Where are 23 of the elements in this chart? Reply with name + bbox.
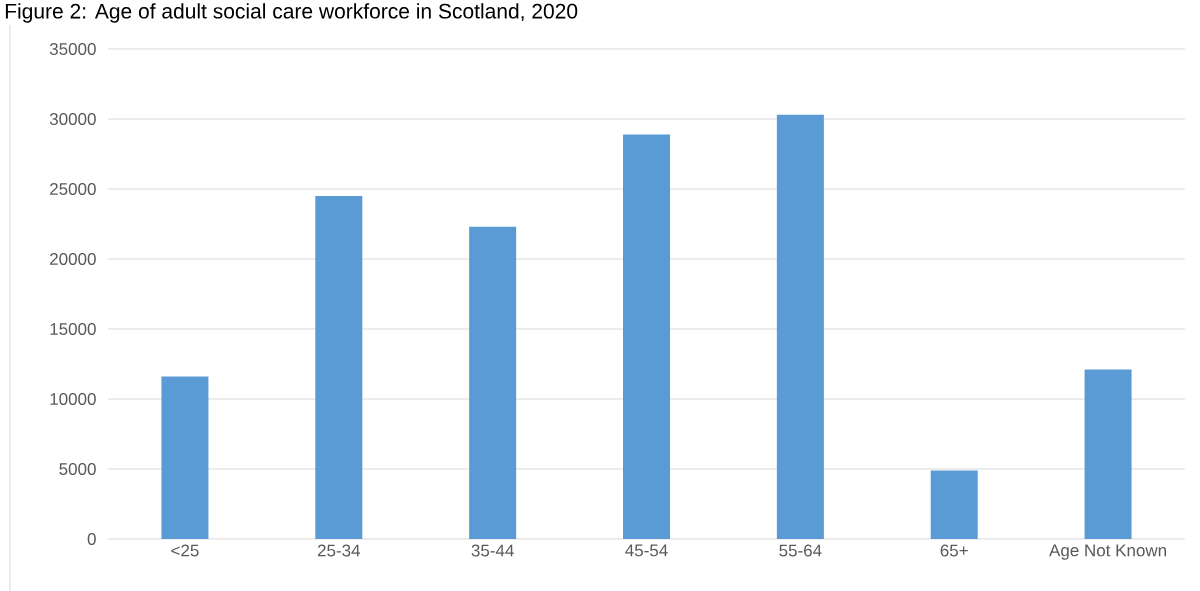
bar: [315, 195, 363, 539]
bar: [1084, 369, 1132, 539]
y-tick-label: 20000: [50, 252, 96, 265]
bar: [776, 114, 824, 539]
x-tick-label: 55-64: [779, 544, 822, 557]
y-tick-label: 30000: [49, 112, 96, 125]
x-tick-label: <25: [171, 544, 199, 557]
x-tick-label: 35-44: [471, 544, 514, 557]
y-tick-label: 0: [87, 532, 96, 545]
x-tick-label: 65+: [940, 544, 968, 557]
y-tick-label: 25000: [50, 182, 96, 195]
chart-title: Figure 2: Age of adult social care workforce in Scotland, 2020: [5, 2, 578, 23]
y-tick-label: 15000: [50, 322, 96, 335]
bar: [623, 134, 671, 539]
bar: [469, 226, 517, 539]
x-tick-label: 45-54: [625, 544, 668, 557]
bar: [930, 470, 978, 539]
y-tick-label: 35000: [49, 42, 96, 55]
x-tick-label: 25-34: [317, 544, 361, 557]
y-tick-label: 10000: [50, 392, 96, 405]
bar: [161, 376, 209, 539]
y-tick-label: 5000: [59, 462, 96, 475]
x-tick-label: Age Not Known: [1049, 544, 1167, 560]
